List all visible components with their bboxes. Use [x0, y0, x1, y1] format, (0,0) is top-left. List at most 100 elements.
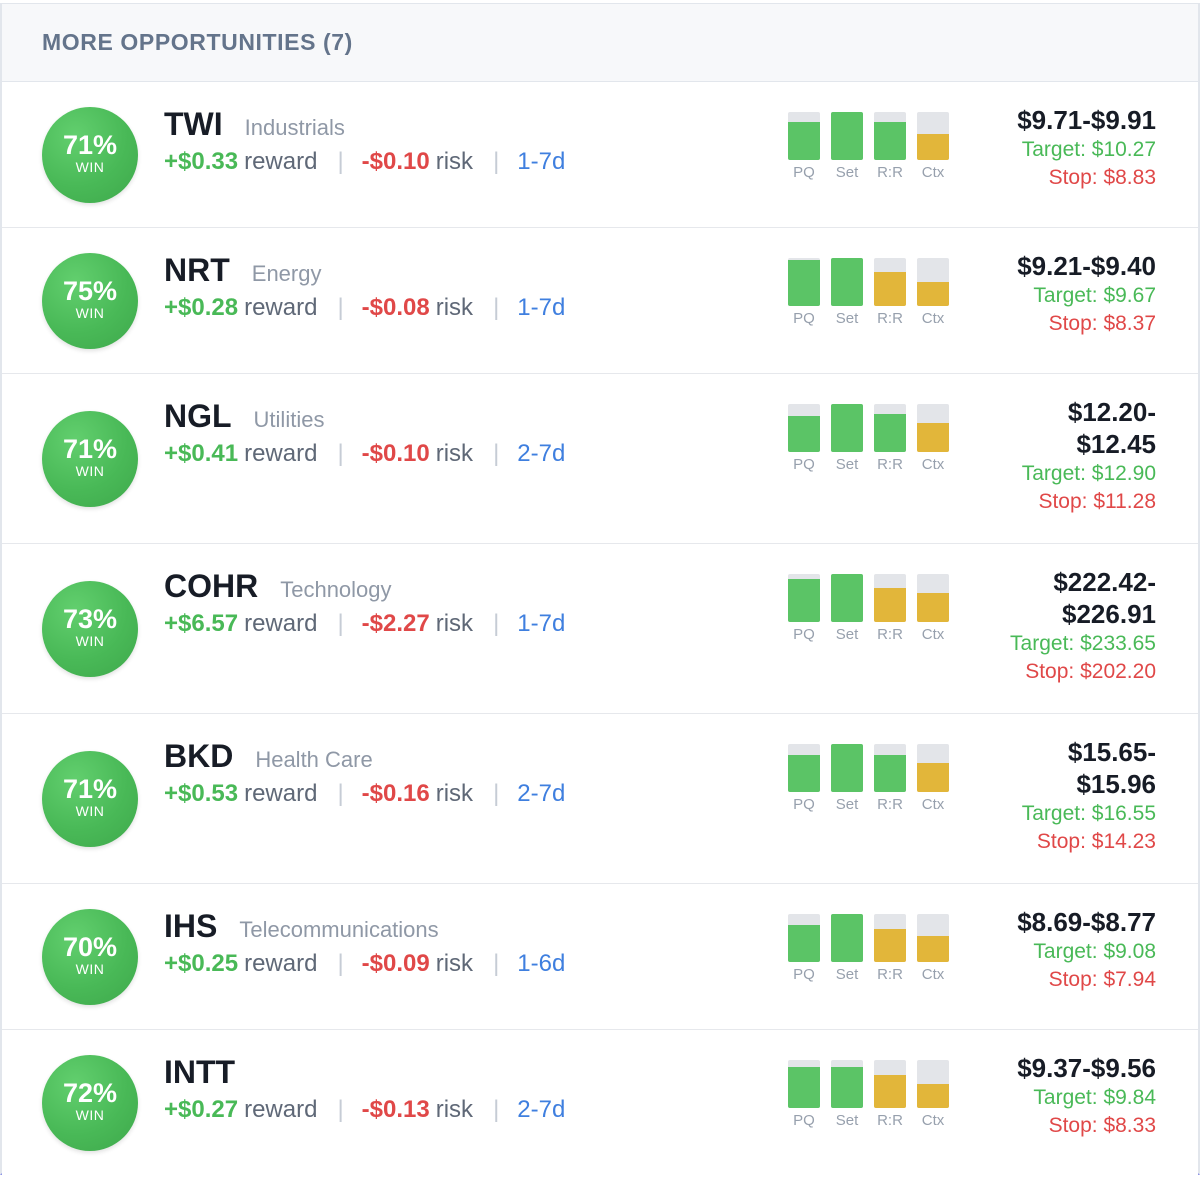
score-bar-track [917, 258, 949, 306]
separator: | [493, 610, 500, 637]
score-bar-label: Set [835, 1112, 859, 1129]
win-percentage: 71% [62, 774, 118, 804]
score-bar-fill [874, 272, 906, 306]
score-bar-fill [874, 413, 906, 452]
score-bar-fill [831, 574, 863, 622]
risk-value: -$0.09 [361, 950, 430, 977]
ticker-symbol[interactable]: BKD [164, 738, 234, 774]
win-badge: 72% WIN [42, 1055, 138, 1151]
opportunity-row[interactable]: 71% WIN NGL Utilities +$0.41 reward | -$0.10 ris… [2, 374, 1198, 544]
risk-label: risk [435, 950, 474, 977]
entry-range: $15.96 [1076, 769, 1156, 799]
win-badge: 73% WIN [42, 581, 138, 677]
title-line: COHR Technology [164, 568, 565, 604]
sector-label: Telecommunications [239, 917, 439, 942]
ticker-symbol[interactable]: NRT [164, 252, 230, 288]
score-bar-track [917, 112, 949, 160]
reward-label: reward [244, 440, 318, 467]
separator: | [337, 294, 344, 321]
reward-value: +$0.33 [164, 148, 239, 175]
target-price: Target: $9.84 [1033, 1086, 1156, 1109]
score-bar-pq: PQ [788, 914, 820, 983]
target-price: Target: $233.65 [1010, 632, 1156, 655]
entry-range: $8.69-$8.77 [1017, 907, 1156, 937]
win-label: WIN [75, 961, 105, 977]
score-bar-fill [788, 260, 820, 306]
score-bar-label: Ctx [921, 310, 945, 327]
opportunity-info: TWI Industrials +$0.33 reward | -$0.10 risk | 1-… [164, 106, 565, 176]
opportunity-row[interactable]: 70% WIN IHS Telecommunications +$0.25 reward |… [2, 884, 1198, 1030]
ticker-symbol[interactable]: TWI [164, 106, 223, 142]
entry-range: $226.91 [1062, 599, 1156, 629]
score-bar-track [917, 574, 949, 622]
score-bars: PQ Set R:R Ctx [788, 1060, 949, 1129]
stop-price: Stop: $8.83 [1048, 166, 1156, 189]
risk-label: risk [435, 440, 474, 467]
reward-value: +$6.57 [164, 610, 239, 637]
risk-value: -$0.16 [361, 780, 430, 807]
score-bar-track [788, 574, 820, 622]
score-bar-fill [917, 282, 949, 306]
separator: | [493, 1096, 500, 1123]
win-label: WIN [75, 305, 105, 321]
score-bar-track [917, 1060, 949, 1108]
score-bar-ctx: Ctx [917, 1060, 949, 1129]
stop-price: Stop: $11.28 [1038, 490, 1156, 513]
score-bar-set: Set [831, 744, 863, 813]
score-bars: PQ Set R:R Ctx [788, 574, 949, 643]
score-bar-fill [874, 121, 906, 160]
opportunity-row[interactable]: 71% WIN TWI Industrials +$0.33 reward | -$0.10 r… [2, 82, 1198, 228]
opportunity-row[interactable]: 71% WIN BKD Health Care +$0.53 reward | -$0.16 r… [2, 714, 1198, 884]
score-bar-fill [917, 1084, 949, 1108]
score-bar-label: R:R [877, 164, 903, 181]
score-bar-label: R:R [877, 456, 903, 473]
win-label: WIN [75, 159, 105, 175]
ticker-symbol[interactable]: COHR [164, 568, 259, 604]
win-label: WIN [75, 633, 105, 649]
separator: | [493, 950, 500, 977]
score-bar-track [874, 112, 906, 160]
score-bar-fill [788, 754, 820, 792]
risk-label: risk [435, 780, 474, 807]
score-bar-label: PQ [793, 456, 815, 473]
holding-period: 2-7d [517, 780, 566, 807]
metrics-line: +$0.53 reward | -$0.16 risk | 2-7d [164, 780, 565, 808]
ticker-symbol[interactable]: INTT [164, 1054, 236, 1090]
score-bar-ctx: Ctx [917, 258, 949, 327]
score-bar-label: Set [835, 310, 859, 327]
holding-period: 1-7d [517, 610, 566, 637]
opportunities-panel: MORE OPPORTUNITIES (7) 71% WIN TWI Industri… [0, 3, 1200, 1175]
entry-range: $9.71-$9.91 [1017, 105, 1156, 135]
score-bar-label: Set [835, 626, 859, 643]
separator: | [493, 440, 500, 467]
opportunity-row[interactable]: 75% WIN NRT Energy +$0.28 reward | -$0.08 risk | 1… [2, 228, 1198, 374]
score-bar-track [831, 258, 863, 306]
price-block: $9.21-$9.40 Target: $9.67 Stop: $8.37 [1017, 250, 1156, 338]
score-bar-label: R:R [877, 626, 903, 643]
score-bar-set: Set [831, 404, 863, 473]
score-bar-pq: PQ [788, 112, 820, 181]
score-bar-pq: PQ [788, 1060, 820, 1129]
title-line: TWI Industrials [164, 106, 565, 142]
title-line: NGL Utilities [164, 398, 565, 434]
ticker-symbol[interactable]: NGL [164, 398, 232, 434]
score-bar-fill [917, 423, 949, 452]
separator: | [337, 780, 344, 807]
opportunity-row[interactable]: 72% WIN INTT +$0.27 reward | -$0.13 risk | 2-7d PQ… [2, 1030, 1198, 1175]
opportunity-row[interactable]: 73% WIN COHR Technology +$6.57 reward | -$2.27 r… [2, 544, 1198, 714]
score-bar-track [831, 404, 863, 452]
price-block: $9.37-$9.56 Target: $9.84 Stop: $8.33 [1017, 1052, 1156, 1140]
score-bar-rr: R:R [874, 112, 906, 181]
holding-period: 1-7d [517, 294, 566, 321]
score-bar-rr: R:R [874, 744, 906, 813]
price-block: $12.20- $12.45 Target: $12.90 Stop: $11.28 [1022, 396, 1156, 516]
score-bar-set: Set [831, 914, 863, 983]
metrics-line: +$0.33 reward | -$0.10 risk | 1-7d [164, 148, 565, 176]
ticker-symbol[interactable]: IHS [164, 908, 218, 944]
entry-range: $9.21-$9.40 [1017, 251, 1156, 281]
score-bar-set: Set [831, 112, 863, 181]
score-bar-rr: R:R [874, 574, 906, 643]
opportunity-info: COHR Technology +$6.57 reward | -$2.27 risk | 1-… [164, 568, 565, 638]
sector-label: Technology [280, 577, 392, 602]
title-line: NRT Energy [164, 252, 565, 288]
